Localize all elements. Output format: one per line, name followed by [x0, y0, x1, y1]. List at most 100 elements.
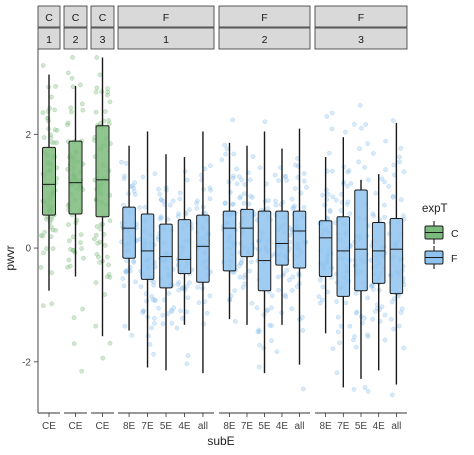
jitter-point: [269, 338, 274, 343]
jitter-point: [346, 168, 352, 173]
jitter-point: [230, 201, 236, 207]
legend-title: expT: [422, 203, 448, 215]
jitter-point: [379, 304, 385, 310]
jitter-point: [256, 327, 262, 333]
jitter-point: [386, 184, 392, 189]
x-tick-label: 7E: [141, 421, 154, 432]
x-tick-label: all: [198, 421, 208, 432]
jitter-point: [274, 349, 280, 355]
jitter-point: [398, 310, 404, 315]
jitter-point: [391, 296, 397, 302]
jitter-point: [248, 193, 253, 199]
panel: [219, 117, 309, 392]
jitter-point: [304, 185, 309, 190]
jitter-point: [301, 178, 307, 184]
jitter-point: [399, 306, 405, 312]
jitter-point: [144, 298, 150, 304]
box: [159, 223, 173, 289]
jitter-point: [290, 274, 296, 280]
jitter-point: [300, 315, 305, 320]
jitter-point: [319, 297, 325, 303]
jitter-point: [291, 203, 297, 209]
y-tick-label: 0: [25, 244, 31, 255]
jitter-point: [401, 345, 407, 351]
jitter-point: [102, 242, 108, 248]
jitter-point: [156, 186, 161, 192]
jitter-point: [398, 145, 404, 151]
box: [240, 208, 254, 258]
jitter-point: [223, 151, 228, 157]
jitter-point: [352, 121, 357, 127]
jitter-point: [93, 280, 99, 285]
jitter-point: [132, 192, 138, 197]
jitter-point: [179, 286, 185, 291]
jitter-point: [124, 258, 130, 264]
jitter-point: [287, 277, 292, 283]
jitter-point: [242, 281, 248, 287]
jitter-point: [40, 303, 46, 309]
jitter-point: [53, 84, 58, 89]
y-tick-label: -2: [22, 357, 31, 368]
jitter-point: [262, 119, 268, 125]
jitter-point: [230, 175, 236, 181]
jitter-point: [237, 174, 242, 179]
panel: [119, 131, 213, 374]
jitter-point: [152, 315, 157, 321]
jitter-point: [175, 213, 181, 219]
jitter-point: [157, 216, 163, 222]
jitter-point: [94, 55, 100, 60]
jitter-point: [184, 177, 190, 183]
x-tick-label: 8E: [319, 421, 332, 432]
jitter-point: [401, 213, 406, 219]
jitter-point: [149, 325, 154, 331]
jitter-point: [123, 269, 129, 275]
jitter-point: [106, 272, 112, 277]
jitter-point: [390, 118, 396, 123]
jitter-point: [269, 323, 275, 328]
jitter-point: [335, 314, 341, 320]
box: [354, 189, 368, 292]
box: [318, 220, 333, 277]
panel: [65, 55, 86, 374]
jitter-point: [300, 386, 306, 392]
jitter-point: [362, 385, 368, 390]
jitter-point: [50, 227, 56, 233]
jitter-point: [48, 234, 54, 240]
jitter-point: [107, 99, 113, 105]
legend-label: C: [451, 228, 459, 240]
jitter-point: [40, 63, 46, 68]
x-tick-label: 7E: [241, 421, 254, 432]
jitter-point: [174, 325, 180, 331]
jitter-point: [44, 216, 49, 222]
jitter-point: [140, 310, 146, 315]
jitter-point: [320, 284, 326, 290]
jitter-point: [318, 277, 323, 283]
panel: [316, 103, 407, 398]
facet-strip-top: [63, 5, 88, 28]
jitter-point: [383, 138, 389, 144]
box: [336, 216, 351, 297]
jitter-point: [177, 190, 183, 196]
jitter-point: [273, 202, 279, 208]
jitter-point: [204, 310, 210, 316]
facet-strip-bottom: [37, 27, 61, 50]
jitter-point: [234, 166, 239, 172]
jitter-point: [96, 254, 101, 260]
jitter-point: [329, 110, 335, 116]
jitter-point: [333, 197, 339, 203]
y-tick-label: 2: [25, 130, 31, 141]
jitter-point: [371, 151, 376, 156]
jitter-point: [388, 316, 394, 322]
jitter-point: [68, 247, 73, 252]
box: [68, 140, 83, 215]
jitter-point: [343, 300, 349, 306]
jitter-point: [169, 309, 175, 314]
jitter-point: [226, 179, 232, 185]
jitter-point: [379, 176, 385, 182]
jitter-point: [284, 267, 290, 273]
jitter-point: [224, 146, 230, 152]
jitter-point: [71, 315, 77, 320]
jitter-point: [301, 171, 307, 176]
jitter-point: [334, 299, 339, 304]
jitter-point: [293, 186, 298, 191]
